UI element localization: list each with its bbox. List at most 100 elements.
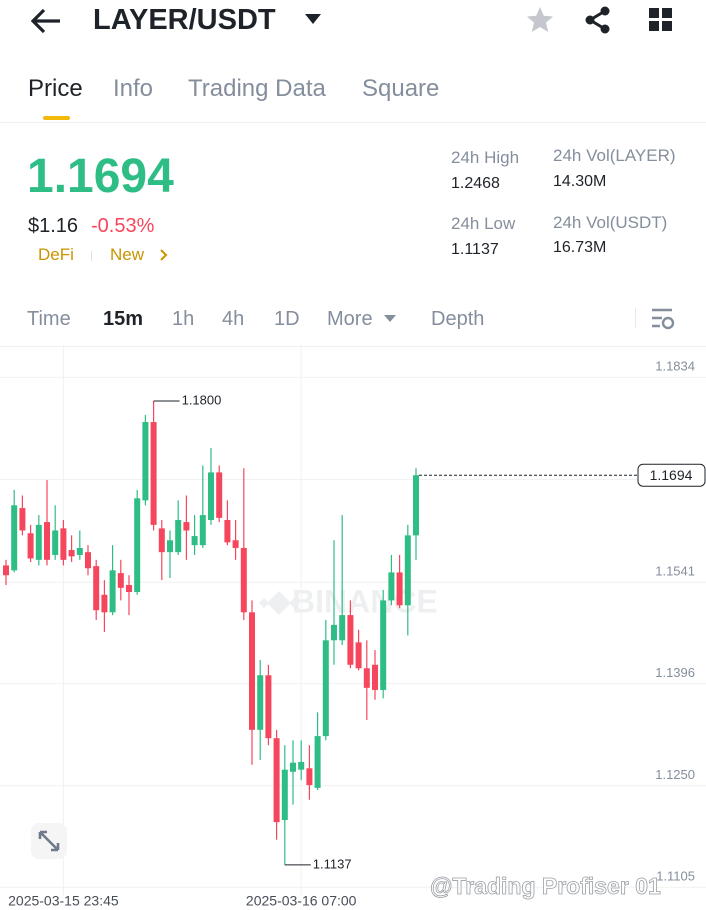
candle-body <box>216 472 223 518</box>
tab-indicator <box>43 116 70 120</box>
candle-body <box>232 540 239 548</box>
candle-body <box>35 524 42 560</box>
x-tick-label: 2025-03-15 23:45 <box>8 893 119 909</box>
last-price: 1.1694 <box>27 150 174 203</box>
candle-body <box>85 552 91 569</box>
interval[interactable]: More <box>327 308 373 330</box>
share-icon[interactable] <box>584 6 612 34</box>
candle-body <box>3 565 9 576</box>
x-tick-label: 2025-03-16 07:00 <box>246 893 357 909</box>
y-tick-label: 1.1834 <box>655 359 695 374</box>
candle-body <box>380 600 387 690</box>
tab[interactable]: Price <box>28 75 83 102</box>
y-tick-label: 1.1105 <box>656 869 695 884</box>
watermark-text: BINANCE <box>292 583 438 619</box>
candle-body <box>224 519 231 543</box>
tag-chevron <box>160 249 168 261</box>
y-tick-label: 1.1541 <box>655 564 695 579</box>
candle-body <box>183 522 190 531</box>
candle-body <box>396 572 403 606</box>
candle-body <box>388 572 395 601</box>
candle-body <box>298 761 305 770</box>
candle-body <box>19 508 26 531</box>
candle-body <box>27 533 34 559</box>
divider <box>0 346 706 347</box>
candle-body <box>150 422 157 525</box>
separator <box>635 308 636 328</box>
candle-body <box>11 505 18 571</box>
candle-body <box>347 615 354 665</box>
candle-body <box>240 547 247 613</box>
candle-body <box>158 528 165 553</box>
watermark: BINANCE <box>259 583 438 619</box>
last-price-label: 1.1694 <box>650 467 693 483</box>
y-tick-label: 1.1250 <box>655 767 695 782</box>
candle-body <box>142 422 149 501</box>
candle-body <box>52 530 59 555</box>
back-arrow[interactable] <box>30 8 62 34</box>
candle-body <box>109 570 116 613</box>
tag-separator <box>91 251 92 261</box>
candle-body <box>257 675 264 730</box>
interval[interactable]: Time <box>27 308 71 330</box>
interval[interactable]: 1D <box>274 308 300 330</box>
interval[interactable]: 15m <box>103 308 144 330</box>
star-icon[interactable] <box>526 6 554 34</box>
stat-label: 24h Vol(USDT) <box>553 213 668 232</box>
y-tick-label: 1.1396 <box>655 665 695 680</box>
candle-body <box>76 547 83 555</box>
candle-body <box>331 624 337 641</box>
candle-body <box>93 566 100 611</box>
candle-body <box>265 675 272 739</box>
low-label: 1.1137 <box>313 856 352 871</box>
price-change: -0.53% <box>91 215 155 237</box>
candle-body <box>117 573 124 588</box>
candle-body <box>306 768 313 786</box>
interval[interactable]: Depth <box>431 308 485 330</box>
pair-title[interactable]: LAYER/USDT <box>93 4 276 36</box>
pair-caret[interactable] <box>304 13 322 25</box>
stat-label: 24h High <box>451 148 520 167</box>
candle-body <box>273 738 280 823</box>
high-label: 1.1800 <box>182 392 222 407</box>
expand-icon[interactable] <box>30 822 68 860</box>
usd-price: $1.16 <box>28 215 79 237</box>
grid-icon[interactable] <box>649 8 673 32</box>
tab[interactable]: Info <box>113 75 154 102</box>
stat-value: 1.2468 <box>451 175 500 192</box>
stat-value: 14.30M <box>553 173 607 190</box>
candlestick-chart: BINANCE 1.18341.16881.15411.13961.12501.… <box>0 345 706 909</box>
candle-body <box>199 515 206 546</box>
candle-body <box>355 642 362 669</box>
interval[interactable]: 1h <box>172 308 195 330</box>
tag[interactable]: DeFi <box>38 245 74 264</box>
stat-value: 16.73M <box>553 239 607 256</box>
candle-body <box>404 535 411 606</box>
more-caret <box>384 315 396 322</box>
chart-settings-icon[interactable] <box>650 307 676 331</box>
last-price-box <box>637 463 706 487</box>
tag[interactable]: New <box>110 245 145 264</box>
candle-body <box>339 615 346 641</box>
candle-body <box>126 585 132 593</box>
candle-body <box>322 640 329 737</box>
candle-body <box>249 612 255 730</box>
candle-body <box>134 498 141 593</box>
watermark-logo <box>259 591 299 615</box>
credit-watermark: @Trading Profiser 01 <box>430 873 662 899</box>
candle-body <box>60 528 67 560</box>
candle-body <box>191 536 198 546</box>
candle-body <box>372 664 378 690</box>
candle-body <box>175 519 182 553</box>
candle-body <box>208 472 214 520</box>
candle-body <box>44 522 50 560</box>
tab[interactable]: Square <box>362 75 440 102</box>
candle-body <box>167 540 173 553</box>
candle-body <box>281 769 288 821</box>
stat-value: 1.1137 <box>451 241 499 258</box>
candle-body <box>314 736 321 788</box>
interval[interactable]: 4h <box>222 308 245 330</box>
stat-label: 24h Low <box>451 214 516 233</box>
tab[interactable]: Trading Data <box>188 75 326 102</box>
